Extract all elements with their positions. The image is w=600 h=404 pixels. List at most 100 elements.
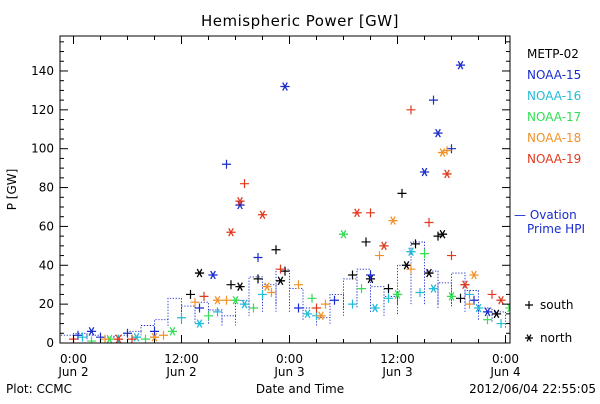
data-point-noaa-19-south <box>424 218 434 228</box>
data-point-metp-02-south <box>186 289 195 299</box>
data-point-noaa-15-south <box>150 326 159 336</box>
y-tick-label: 20 <box>39 297 54 311</box>
ovation-hpi-series <box>60 241 510 340</box>
data-point-noaa-17-south <box>87 336 96 343</box>
data-point-noaa-16-south <box>348 299 357 309</box>
data-point-noaa-17-north <box>446 292 457 301</box>
y-tick-label: 60 <box>39 219 54 233</box>
data-point-metp-02-south <box>226 280 236 290</box>
data-point-metp-02-south <box>456 293 465 303</box>
data-point-noaa-16-south <box>465 289 474 299</box>
data-point-noaa-18-south <box>190 297 200 307</box>
data-point-metp-02-south <box>280 266 290 276</box>
data-point-noaa-15-south <box>429 95 438 105</box>
data-point-noaa-19-north <box>460 280 470 290</box>
legend-entry-noaa-16: NOAA-16 <box>527 89 581 103</box>
data-point-noaa-19-south <box>199 291 209 301</box>
data-point-noaa-15-north <box>86 327 97 336</box>
data-point-noaa-17-north <box>392 290 403 299</box>
data-point-noaa-16-north <box>131 332 142 342</box>
data-point-metp-02-south <box>348 270 357 280</box>
y-tick-label: 100 <box>31 142 54 156</box>
data-point-noaa-18-north <box>388 216 398 225</box>
data-point-noaa-16-south <box>177 313 186 323</box>
data-point-metp-02-south <box>253 274 263 284</box>
x-tick-date-label: Jun 3 <box>381 365 412 379</box>
data-point-noaa-17-south <box>420 249 429 259</box>
data-point-metp-02-north <box>491 309 502 319</box>
data-point-noaa-19-north <box>257 210 268 220</box>
data-point-noaa-19-north <box>379 241 389 251</box>
plot-source-label: Plot: CCMC <box>6 382 72 396</box>
data-point-noaa-15-south <box>447 144 456 154</box>
data-point-noaa-18-south <box>375 251 384 261</box>
data-point-noaa-19-north <box>113 334 124 343</box>
data-point-metp-02-south <box>271 245 281 255</box>
data-point-noaa-18-south <box>159 330 168 340</box>
data-point-noaa-17-south <box>141 334 150 343</box>
data-point-noaa-18-north <box>262 282 272 291</box>
data-point-noaa-18-north <box>212 295 223 305</box>
data-point-noaa-17-south <box>483 315 492 325</box>
data-point-noaa-19-south <box>312 303 321 313</box>
y-tick-label: 80 <box>39 181 54 195</box>
data-point-noaa-18-north <box>469 270 479 280</box>
y-axis-label: P [GW] <box>5 169 19 211</box>
data-point-noaa-17-north <box>338 229 349 239</box>
data-point-noaa-15-south <box>253 253 263 263</box>
data-point-noaa-19-north <box>235 196 245 206</box>
y-tick-label: 0 <box>46 336 54 350</box>
legend-entry-noaa-19: NOAA-19 <box>527 152 581 166</box>
data-point-noaa-17-north <box>230 295 241 305</box>
data-point-noaa-15-north <box>208 270 218 280</box>
data-point-metp-02-north <box>275 276 286 286</box>
data-point-noaa-15-south <box>73 330 83 340</box>
data-point-noaa-16-south <box>78 332 87 342</box>
data-point-noaa-19-south <box>406 105 416 115</box>
data-point-noaa-15-north <box>433 128 443 138</box>
data-point-noaa-16-south <box>384 293 393 303</box>
legend-north-marker <box>525 334 533 342</box>
data-point-noaa-18-south <box>294 280 303 290</box>
data-point-noaa-16-south <box>415 287 425 297</box>
x-tick-date-label: Jun 2 <box>57 365 88 379</box>
x-tick-date-label: Jun 2 <box>165 365 196 379</box>
data-point-noaa-15-south <box>123 328 132 338</box>
data-point-noaa-18-south <box>406 264 416 274</box>
data-point-noaa-17-south <box>307 293 317 303</box>
data-point-noaa-18-north <box>316 311 326 321</box>
plot-frame <box>59 35 511 344</box>
data-point-noaa-18-south <box>465 299 474 309</box>
x-tick-time-label: 12:00 <box>164 352 199 366</box>
data-point-metp-02-north <box>235 282 245 291</box>
data-point-noaa-15-south <box>469 295 479 305</box>
legend-entry-noaa-18: NOAA-18 <box>527 131 581 145</box>
data-point-noaa-15-north <box>455 60 466 70</box>
data-point-noaa-19-south <box>366 208 375 218</box>
data-point-noaa-16-north <box>428 284 439 293</box>
data-point-noaa-16-north <box>370 303 380 313</box>
data-point-noaa-16-north <box>194 319 205 328</box>
data-point-noaa-19-south <box>240 179 249 189</box>
data-point-noaa-19-south <box>276 264 285 274</box>
data-point-noaa-18-south <box>267 287 276 297</box>
data-point-metp-02-north <box>401 260 412 270</box>
data-point-noaa-18-south <box>100 334 110 343</box>
data-point-noaa-16-north <box>473 303 484 313</box>
data-point-noaa-19-south <box>127 334 137 343</box>
data-point-noaa-18-south <box>321 299 330 309</box>
data-point-noaa-15-south <box>195 303 204 313</box>
data-point-noaa-15-south <box>222 159 231 169</box>
legend-north-label: north <box>540 331 572 345</box>
y-tick-label: 40 <box>39 258 54 272</box>
x-tick-date-label: Jun 3 <box>273 365 304 379</box>
x-tick-date-label: Jun 4 <box>489 365 520 379</box>
plot-timestamp: 2012/06/04 22:55:05 <box>469 382 596 396</box>
x-axis-label: Date and Time <box>256 382 344 396</box>
x-tick-time-label: 12:00 <box>380 352 415 366</box>
legend-south-label: south <box>540 298 574 312</box>
data-point-metp-02-south <box>361 237 371 247</box>
legend-ovation-label: — Ovation <box>514 208 577 222</box>
data-point-noaa-18-north <box>149 332 160 342</box>
data-point-noaa-19-north <box>352 208 362 218</box>
